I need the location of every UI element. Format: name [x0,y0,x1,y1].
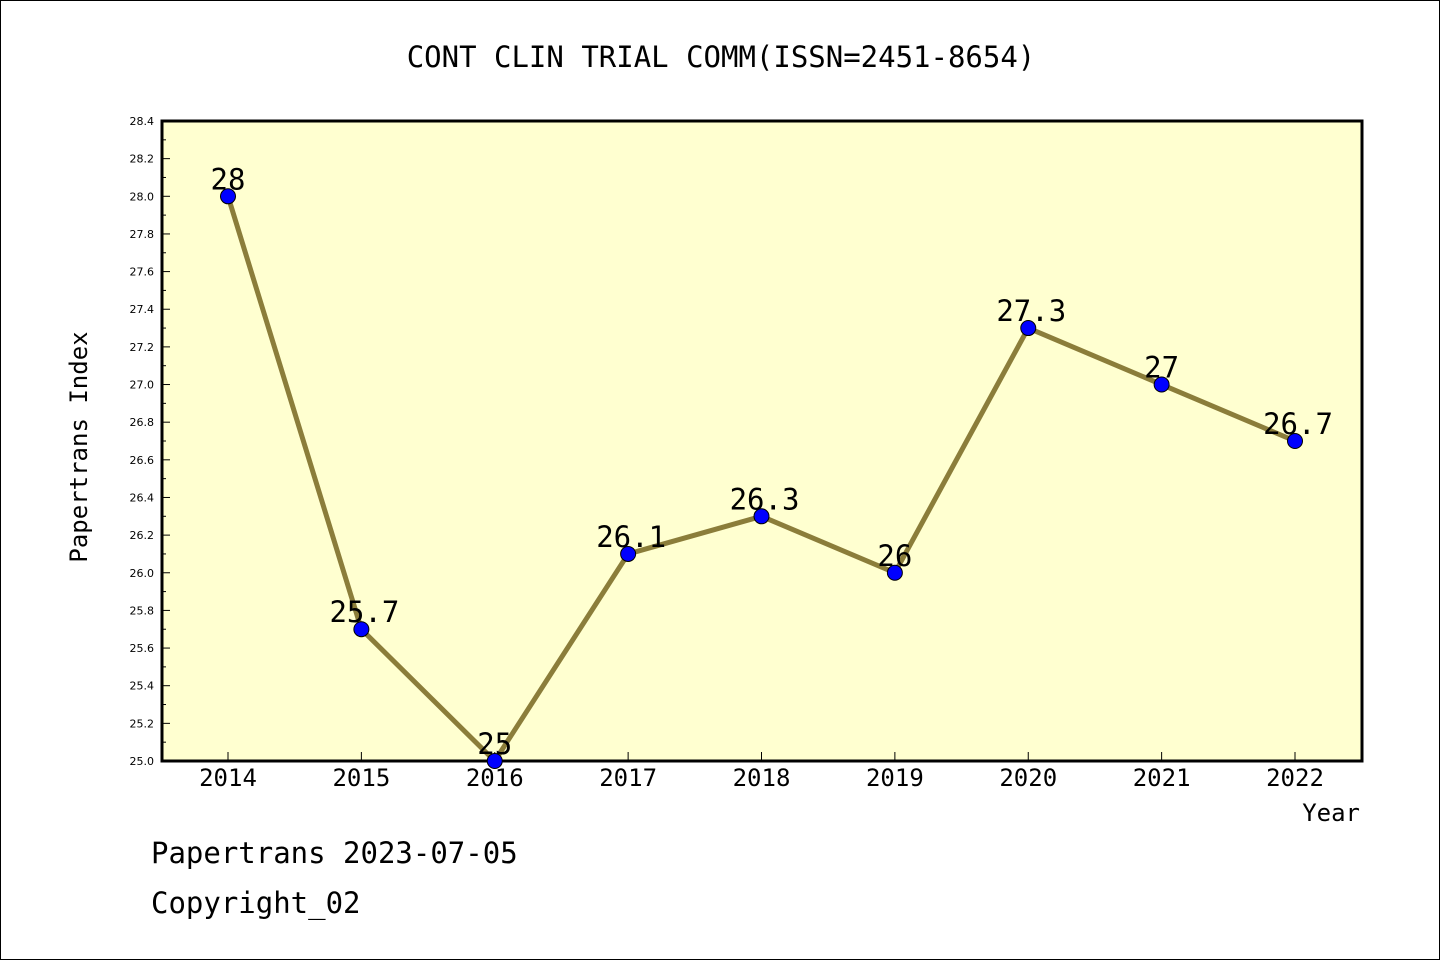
chart-title: CONT CLIN TRIAL COMM(ISSN=2451-8654) [407,40,1036,74]
data-point [620,545,637,562]
y-tick-label: 25.4 [130,680,155,693]
data-point [1287,433,1303,449]
x-tick-label: 2014 [199,764,257,792]
data-label: 28 [211,162,246,196]
data-label: 25 [477,727,512,761]
x-tick-label: 2021 [1133,764,1191,792]
data-label: 26.1 [596,520,666,554]
y-tick-label: 26.8 [130,416,155,429]
data-label: 26 [877,539,912,573]
y-tick-label: 25.2 [130,717,155,730]
x-tick-label: 2019 [866,764,924,792]
plot-area [160,119,1364,763]
y-axis: 25.0 25.2 25.4 25.6 25.8 26.0 26.2 26.4 26.6 26.8… [130,115,170,768]
y-tick-label: 25.6 [130,642,155,655]
y-tick-label: 27.0 [130,379,155,392]
y-tick-label: 28.0 [130,190,155,203]
y-tick-label: 26.4 [130,491,155,504]
data-label: 26.3 [730,482,800,516]
data-label: 25.7 [329,595,399,629]
x-tick-label: 2020 [999,764,1057,792]
y-tick-label: 28.2 [130,153,155,166]
y-tick-label: 27.4 [130,303,155,316]
y-tick-label: 27.8 [130,228,155,241]
y-tick-label: 27.6 [130,266,155,279]
data-point [886,564,903,581]
y-tick-label: 25.0 [130,755,155,768]
data-point [353,621,370,638]
footer-date-line: Papertrans 2023-07-05 [151,836,518,870]
footer-copyright: Copyright_02 [151,886,361,920]
x-tick-label: 2015 [332,764,390,792]
y-tick-label: 27.2 [130,341,155,354]
x-axis: 2014 2015 2016 2017 2018 2019 2020 2021 2022 [199,752,1324,792]
x-axis-label: Year [1302,799,1360,827]
data-point [753,508,770,525]
data-label: 26.7 [1263,407,1333,441]
y-tick-label: 26.0 [130,567,155,580]
data-point [1153,376,1170,393]
data-label: 27.3 [996,294,1066,328]
y-axis-label: Papertrans Index [65,331,93,562]
data-label: 27 [1144,351,1179,385]
y-tick-label: 26.2 [130,529,155,542]
x-tick-label: 2017 [599,764,657,792]
y-tick-label: 28.4 [130,115,155,128]
data-point [1020,320,1037,337]
data-point [220,188,236,205]
x-tick-label: 2022 [1266,764,1324,792]
data-point [486,753,503,769]
y-tick-label: 25.8 [130,604,155,617]
y-tick-label: 26.6 [130,454,155,467]
x-tick-label: 2018 [733,764,791,792]
series-layer: 28 25.7 25 26.1 26.3 26 27.3 27 26.7 [211,162,1333,769]
